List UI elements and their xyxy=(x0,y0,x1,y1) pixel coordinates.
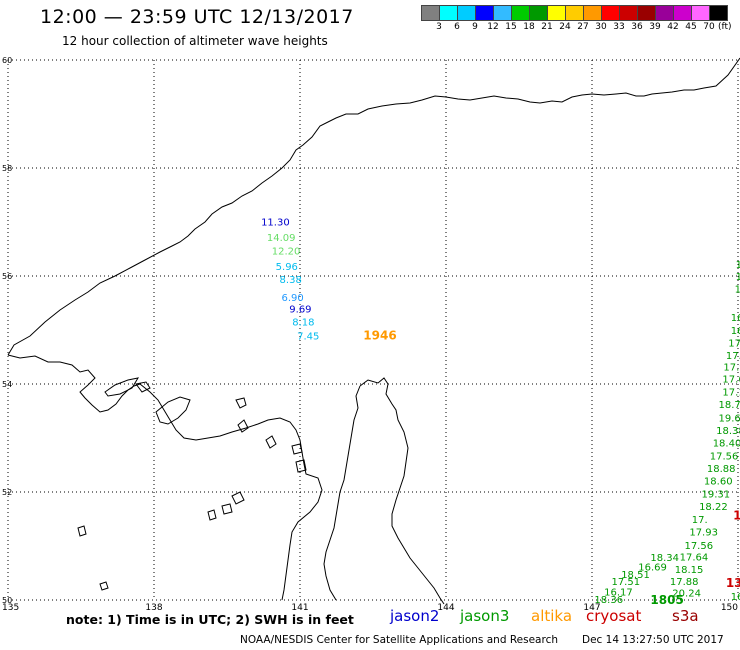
wave-height-label: 17 xyxy=(735,285,740,296)
legend-label: 12 xyxy=(487,22,499,32)
legend-label: 24 xyxy=(559,22,571,32)
wave-height-label: 18.34 xyxy=(650,553,679,564)
wave-height-label: 18.15 xyxy=(675,565,704,576)
wave-height-label: 7.45 xyxy=(297,331,319,342)
lat-tick-label: 60 xyxy=(2,56,12,65)
satellite-jason2: jason2 xyxy=(390,607,440,625)
wave-height-label: 18.40 xyxy=(713,438,740,449)
lon-tick-label: 147 xyxy=(583,603,600,613)
wave-height-label: 20.24 xyxy=(672,589,701,600)
wave-height-label: 5.96 xyxy=(276,262,298,273)
wave-height-label: 17.88 xyxy=(670,577,699,588)
lat-tick-label: 54 xyxy=(2,380,12,389)
wave-height-label: 16 xyxy=(731,313,740,324)
wave-height-label: 18.79 xyxy=(719,400,740,411)
wave-height-label: 17.51 xyxy=(611,577,640,588)
legend-label: 6 xyxy=(454,22,460,32)
wave-height-label: 17.10 xyxy=(722,388,740,399)
wave-height-label: 1946 xyxy=(363,328,396,342)
lon-tick-label: 138 xyxy=(145,603,162,613)
coastline xyxy=(7,57,740,605)
wave-height-label: 17.9 xyxy=(723,362,740,373)
wave-height-label: 11.30 xyxy=(261,218,290,229)
legend-label: 18 xyxy=(523,22,535,32)
wave-height-label: 8.38 xyxy=(280,275,302,286)
wave-height-label: 12.20 xyxy=(272,247,301,258)
wave-height-label: 1805 xyxy=(650,593,683,607)
lon-tick-label: 144 xyxy=(437,603,454,613)
lat-tick-label: 58 xyxy=(2,164,12,173)
footer-note: note: 1) Time is in UTC; 2) SWH is in fe… xyxy=(66,612,354,627)
wave-height-label: 17.64 xyxy=(680,552,709,563)
satellite-jason3: jason3 xyxy=(460,607,510,625)
wave-height-label: 19.64 xyxy=(719,414,740,425)
satellite-cryosat: cryosat xyxy=(586,607,642,625)
wave-height-label: 14.09 xyxy=(267,233,296,244)
wave-height-label: 13 xyxy=(726,576,740,590)
wave-height-label: 9.69 xyxy=(289,304,311,315)
wave-height-label: 16.17 xyxy=(604,587,633,598)
wave-height-label: 16.69 xyxy=(638,563,667,574)
lon-tick-label: 135 xyxy=(2,603,19,613)
lon-tick-label: 141 xyxy=(291,603,308,613)
lat-lon-grid xyxy=(7,59,739,601)
legend-label: 42 xyxy=(667,22,679,32)
wave-height-observations: 11.30 14.09 12.20 5.96 8.38 6.909.69 8.18 7.45 1… xyxy=(261,218,740,608)
wave-height-label: 18.60 xyxy=(704,477,733,488)
legend-label: 9 xyxy=(472,22,478,32)
lat-tick-label: 56 xyxy=(2,272,12,281)
legend-label: 15 xyxy=(505,22,517,32)
page-title: 12:00 — 23:59 UTC 12/13/2017 xyxy=(40,6,354,28)
color-scale-unit: (ft) xyxy=(718,22,732,32)
wave-height-label: 17.56 xyxy=(710,451,739,462)
page-subtitle: 12 hour collection of altimeter wave hei… xyxy=(62,34,328,48)
wave-height-label: 17 xyxy=(736,272,740,283)
wave-height-label: 17. xyxy=(692,515,708,526)
wave-height-label: 18.22 xyxy=(699,502,728,513)
legend-label: 39 xyxy=(649,22,661,32)
axis-tick-labels: 135 138 141 144 147 150 60 58 56 54 52 50 xyxy=(2,56,738,613)
wave-height-label: 17 xyxy=(736,260,740,271)
wave-height-label: 6.90 xyxy=(282,293,304,304)
wave-height-label: 18.36 xyxy=(594,595,623,606)
color-scale-labels: 3 6 9 12 15 18 21 24 27 30 33 36 39 42 45 70 xyxy=(422,22,740,36)
wave-height-label: 17.5 xyxy=(728,339,740,350)
satellite-s3a: s3a xyxy=(672,607,699,625)
color-scale-legend xyxy=(421,5,728,21)
legend-label: 21 xyxy=(541,22,553,32)
wave-height-label: 16. xyxy=(731,326,740,337)
wave-height-label: 8.18 xyxy=(292,317,314,328)
legend-swatch xyxy=(709,5,728,21)
footer-timestamp: Dec 14 13:27:50 UTC 2017 xyxy=(582,634,724,646)
legend-label: 45 xyxy=(685,22,697,32)
wave-height-label: 17.3 xyxy=(726,351,740,362)
legend-label: 70 xyxy=(703,22,715,32)
wave-height-label: 17.56 xyxy=(684,541,713,552)
lat-tick-label: 52 xyxy=(2,488,12,497)
wave-height-label: 18.51 xyxy=(621,570,650,581)
wave-height-label: 1 xyxy=(733,508,740,522)
legend-label: 3 xyxy=(436,22,442,32)
legend-label: 30 xyxy=(595,22,607,32)
wave-height-label: 18.38 xyxy=(716,426,740,437)
wave-height-label: 17.93 xyxy=(689,528,718,539)
lon-tick-label: 150 xyxy=(721,603,738,613)
legend-label: 27 xyxy=(577,22,589,32)
legend-label: 36 xyxy=(631,22,643,32)
legend-label: 33 xyxy=(613,22,625,32)
wave-height-label: 17.66 xyxy=(722,375,740,386)
wave-height-label: 16 xyxy=(731,592,740,603)
wave-height-label: 18.88 xyxy=(707,464,736,475)
satellite-altika: altika xyxy=(531,607,573,625)
wave-height-label: 19.31 xyxy=(702,490,731,501)
lat-tick-label: 50 xyxy=(2,596,12,605)
footer-credit: NOAA/NESDIS Center for Satellite Applica… xyxy=(240,634,558,646)
